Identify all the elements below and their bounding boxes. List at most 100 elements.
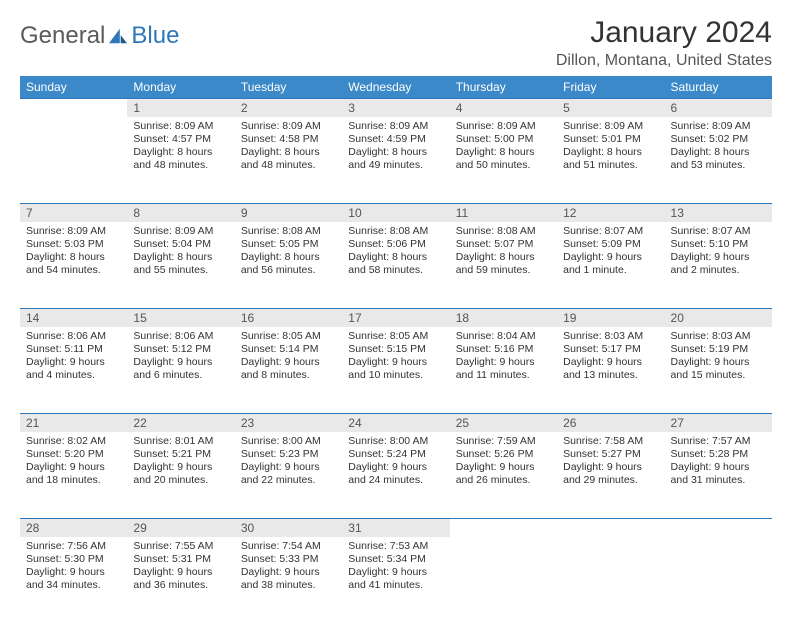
day-number: 24 [342, 413, 449, 432]
day-cell: Sunrise: 7:54 AMSunset: 5:33 PMDaylight:… [235, 537, 342, 623]
day-number-cell: 27 [665, 413, 772, 432]
day-details: Sunrise: 8:06 AMSunset: 5:11 PMDaylight:… [20, 327, 127, 389]
day-details: Sunrise: 7:54 AMSunset: 5:33 PMDaylight:… [235, 537, 342, 599]
day-header-row: SundayMondayTuesdayWednesdayThursdayFrid… [20, 76, 772, 98]
calendar-table: SundayMondayTuesdayWednesdayThursdayFrid… [20, 76, 772, 623]
day-number: 27 [665, 413, 772, 432]
day-number: 25 [450, 413, 557, 432]
day-details: Sunrise: 8:06 AMSunset: 5:12 PMDaylight:… [127, 327, 234, 389]
day-cell: Sunrise: 7:58 AMSunset: 5:27 PMDaylight:… [557, 432, 664, 518]
day-header: Wednesday [342, 76, 449, 98]
day-number: 19 [557, 308, 664, 327]
day-cell: Sunrise: 8:09 AMSunset: 5:03 PMDaylight:… [20, 222, 127, 308]
day-number-row: 14151617181920 [20, 308, 772, 327]
day-details: Sunrise: 7:58 AMSunset: 5:27 PMDaylight:… [557, 432, 664, 494]
day-number-cell [665, 518, 772, 537]
day-number-cell: 26 [557, 413, 664, 432]
day-cell [20, 117, 127, 203]
day-details: Sunrise: 7:56 AMSunset: 5:30 PMDaylight:… [20, 537, 127, 599]
day-number-cell: 13 [665, 203, 772, 222]
day-number-cell: 8 [127, 203, 234, 222]
day-number-cell: 3 [342, 98, 449, 117]
day-number-cell: 11 [450, 203, 557, 222]
day-number-cell: 22 [127, 413, 234, 432]
day-number-row: 123456 [20, 98, 772, 117]
day-details: Sunrise: 7:57 AMSunset: 5:28 PMDaylight:… [665, 432, 772, 494]
day-cell: Sunrise: 8:03 AMSunset: 5:17 PMDaylight:… [557, 327, 664, 413]
day-details: Sunrise: 8:09 AMSunset: 4:59 PMDaylight:… [342, 117, 449, 179]
day-number: 5 [557, 98, 664, 117]
day-number-cell: 6 [665, 98, 772, 117]
week-content-row: Sunrise: 8:09 AMSunset: 4:57 PMDaylight:… [20, 117, 772, 203]
day-number: 4 [450, 98, 557, 117]
day-details: Sunrise: 8:00 AMSunset: 5:24 PMDaylight:… [342, 432, 449, 494]
brand-logo: General Blue [20, 16, 179, 50]
day-cell: Sunrise: 8:06 AMSunset: 5:11 PMDaylight:… [20, 327, 127, 413]
day-number [665, 518, 772, 537]
day-number: 1 [127, 98, 234, 117]
day-number: 15 [127, 308, 234, 327]
page-title: January 2024 [556, 16, 772, 50]
day-details: Sunrise: 8:03 AMSunset: 5:19 PMDaylight:… [665, 327, 772, 389]
day-number: 22 [127, 413, 234, 432]
day-number-cell: 20 [665, 308, 772, 327]
week-content-row: Sunrise: 8:02 AMSunset: 5:20 PMDaylight:… [20, 432, 772, 518]
day-header: Thursday [450, 76, 557, 98]
day-details: Sunrise: 8:05 AMSunset: 5:14 PMDaylight:… [235, 327, 342, 389]
day-cell: Sunrise: 8:00 AMSunset: 5:23 PMDaylight:… [235, 432, 342, 518]
day-details: Sunrise: 8:05 AMSunset: 5:15 PMDaylight:… [342, 327, 449, 389]
day-cell: Sunrise: 8:09 AMSunset: 4:57 PMDaylight:… [127, 117, 234, 203]
week-content-row: Sunrise: 8:06 AMSunset: 5:11 PMDaylight:… [20, 327, 772, 413]
day-number: 6 [665, 98, 772, 117]
day-number-cell [450, 518, 557, 537]
day-cell: Sunrise: 7:53 AMSunset: 5:34 PMDaylight:… [342, 537, 449, 623]
day-number-cell: 10 [342, 203, 449, 222]
day-details: Sunrise: 8:08 AMSunset: 5:06 PMDaylight:… [342, 222, 449, 284]
day-details: Sunrise: 8:09 AMSunset: 5:03 PMDaylight:… [20, 222, 127, 284]
day-number-cell [20, 98, 127, 117]
day-details: Sunrise: 8:01 AMSunset: 5:21 PMDaylight:… [127, 432, 234, 494]
day-number-row: 28293031 [20, 518, 772, 537]
day-number [450, 518, 557, 537]
day-cell: Sunrise: 8:08 AMSunset: 5:05 PMDaylight:… [235, 222, 342, 308]
day-number-cell: 21 [20, 413, 127, 432]
day-details: Sunrise: 8:09 AMSunset: 5:00 PMDaylight:… [450, 117, 557, 179]
day-cell: Sunrise: 8:08 AMSunset: 5:06 PMDaylight:… [342, 222, 449, 308]
day-number: 18 [450, 308, 557, 327]
day-number: 7 [20, 203, 127, 222]
day-details: Sunrise: 8:09 AMSunset: 5:01 PMDaylight:… [557, 117, 664, 179]
day-number: 16 [235, 308, 342, 327]
day-number-cell: 16 [235, 308, 342, 327]
day-number: 9 [235, 203, 342, 222]
day-cell: Sunrise: 8:05 AMSunset: 5:15 PMDaylight:… [342, 327, 449, 413]
day-number-cell: 9 [235, 203, 342, 222]
day-number: 13 [665, 203, 772, 222]
day-number: 10 [342, 203, 449, 222]
day-cell: Sunrise: 8:02 AMSunset: 5:20 PMDaylight:… [20, 432, 127, 518]
day-number: 11 [450, 203, 557, 222]
day-number [557, 518, 664, 537]
day-number-row: 21222324252627 [20, 413, 772, 432]
day-details: Sunrise: 8:03 AMSunset: 5:17 PMDaylight:… [557, 327, 664, 389]
day-number-cell: 25 [450, 413, 557, 432]
day-header: Tuesday [235, 76, 342, 98]
day-number-cell: 2 [235, 98, 342, 117]
day-number-cell: 18 [450, 308, 557, 327]
week-content-row: Sunrise: 7:56 AMSunset: 5:30 PMDaylight:… [20, 537, 772, 623]
day-number-cell: 4 [450, 98, 557, 117]
day-header: Saturday [665, 76, 772, 98]
day-number-cell: 14 [20, 308, 127, 327]
day-details: Sunrise: 7:55 AMSunset: 5:31 PMDaylight:… [127, 537, 234, 599]
day-cell: Sunrise: 8:09 AMSunset: 4:58 PMDaylight:… [235, 117, 342, 203]
brand-part2: Blue [131, 22, 179, 50]
day-number-cell: 17 [342, 308, 449, 327]
day-cell: Sunrise: 8:03 AMSunset: 5:19 PMDaylight:… [665, 327, 772, 413]
day-number-cell: 24 [342, 413, 449, 432]
day-number-cell: 1 [127, 98, 234, 117]
day-number: 12 [557, 203, 664, 222]
day-details: Sunrise: 8:09 AMSunset: 4:58 PMDaylight:… [235, 117, 342, 179]
day-number: 30 [235, 518, 342, 537]
day-details: Sunrise: 8:04 AMSunset: 5:16 PMDaylight:… [450, 327, 557, 389]
day-number-cell: 7 [20, 203, 127, 222]
day-number: 14 [20, 308, 127, 327]
